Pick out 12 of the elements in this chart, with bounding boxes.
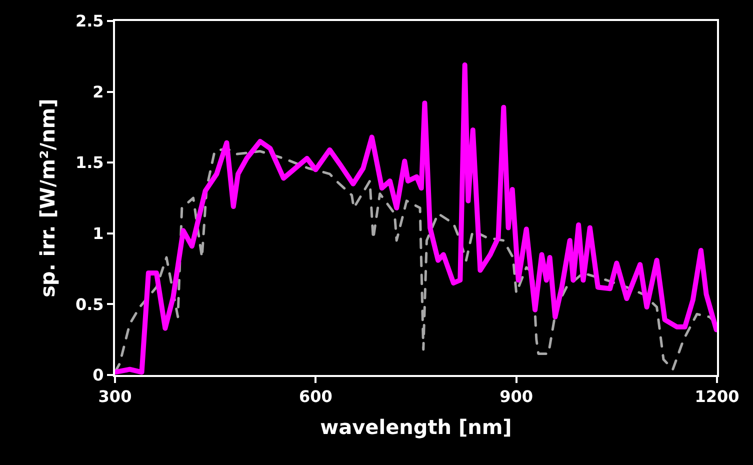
x-tick-label: 1200 (694, 387, 740, 406)
y-tick-label: 0 (92, 366, 104, 385)
y-tick-label: 0.5 (75, 294, 104, 314)
y-axis-title: sp. irr. [W/m²/nm] (35, 98, 60, 298)
x-axis-title: wavelength [nm] (320, 415, 512, 440)
y-tick-label: 1.5 (75, 153, 104, 172)
x-tick-label: 600 (298, 387, 332, 406)
y-tick-label: 2.5 (75, 12, 104, 31)
x-tick-label: 300 (98, 387, 132, 406)
y-tick-label: 2 (92, 82, 104, 102)
y-tick-label: 1 (92, 224, 104, 243)
x-tick-label: 900 (500, 387, 534, 406)
